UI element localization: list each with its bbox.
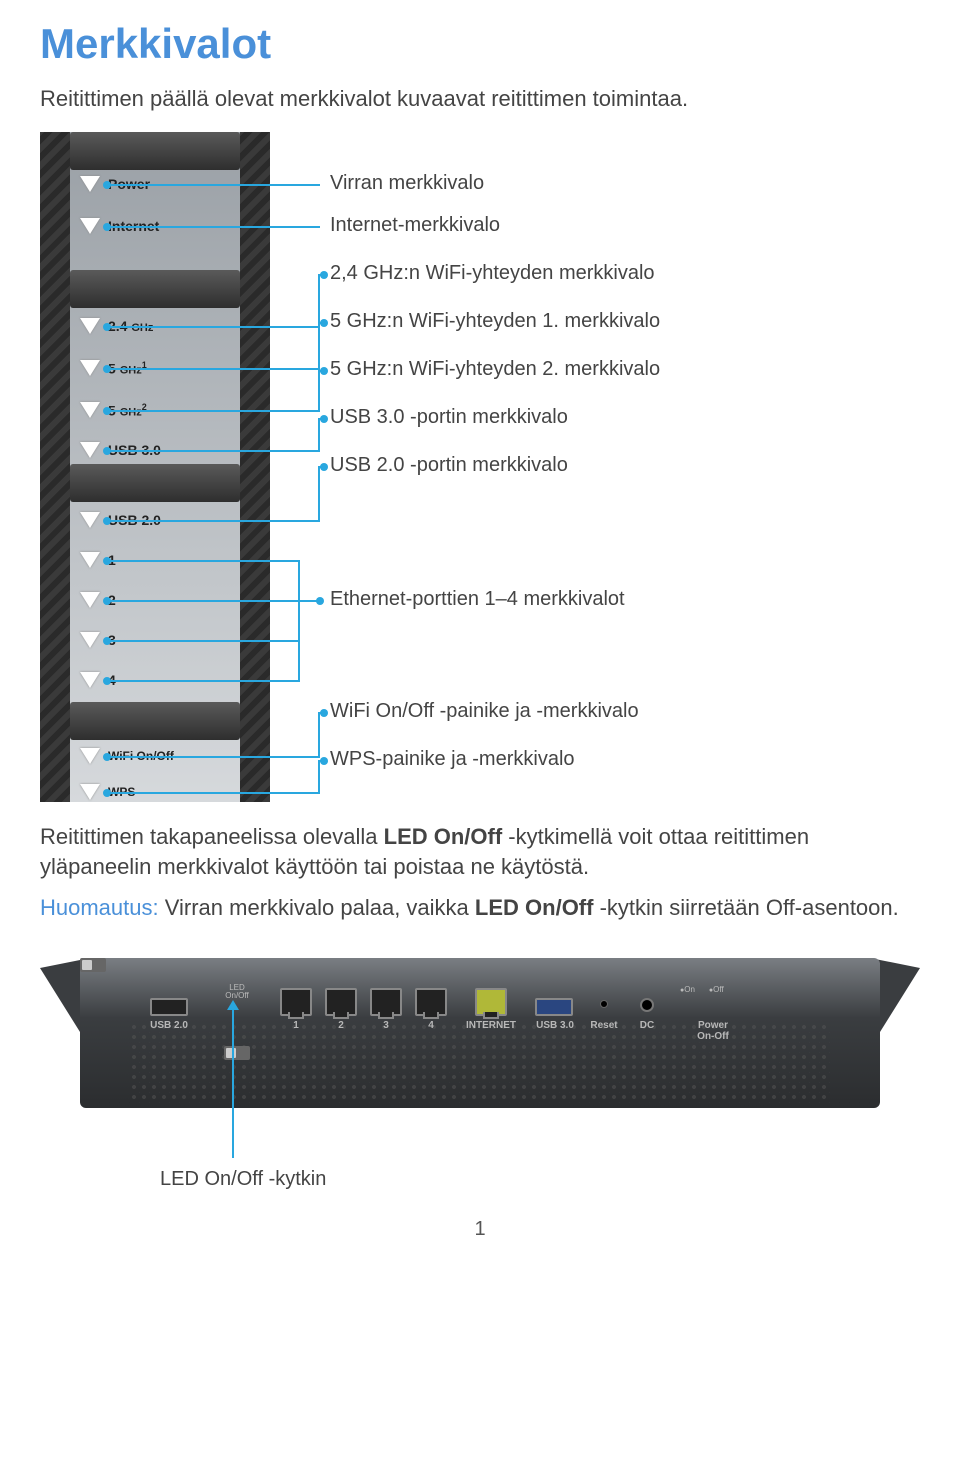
usb30-port-label: USB 3.0	[532, 1020, 578, 1031]
eth-port-4-label: 4	[415, 1020, 447, 1031]
eth-port-1-label: 1	[280, 1020, 312, 1031]
5ghz2-led-desc: 5 GHz:n WiFi-yhteyden 2. merkkivalo	[330, 358, 660, 381]
eth1-led-icon	[80, 552, 100, 568]
24ghz-led-desc: 2,4 GHz:n WiFi-yhteyden merkkivalo	[330, 262, 655, 285]
page-title: Merkkivalot	[40, 20, 920, 68]
power-led-icon	[80, 176, 100, 192]
wifi-onoff-led-icon	[80, 748, 100, 764]
note-paragraph: Huomautus: Virran merkkivalo palaa, vaik…	[40, 893, 920, 923]
led-onoff-switch-label: LEDOn/Off	[220, 984, 254, 1000]
power-switch-label: PowerOn-Off	[688, 1020, 738, 1042]
led-onoff-arrow-caption: LED On/Off -kytkin	[160, 1168, 326, 1191]
wps-desc: WPS-painike ja -merkkivalo	[330, 748, 575, 771]
wifi-onoff-desc: WiFi On/Off -painike ja -merkkivalo	[330, 700, 639, 723]
usb30-port-icon	[535, 998, 573, 1016]
page-number: 1	[40, 1218, 920, 1241]
led-onoff-arrow-icon	[232, 1008, 234, 1158]
power-led-desc: Virran merkkivalo	[330, 172, 484, 195]
eth-port-4-icon	[415, 988, 447, 1016]
ethernet-leds-desc: Ethernet-porttien 1–4 merkkivalot	[330, 588, 625, 611]
eth-port-3-label: 3	[370, 1020, 402, 1031]
usb20-led-desc: USB 2.0 -portin merkkivalo	[330, 454, 568, 477]
eth-port-2-label: 2	[325, 1020, 357, 1031]
body-paragraph-1: Reitittimen takapaneelissa olevalla LED …	[40, 822, 920, 881]
internet-led-icon	[80, 218, 100, 234]
usb30-led-desc: USB 3.0 -portin merkkivalo	[330, 406, 568, 429]
5ghz1-led-desc: 5 GHz:n WiFi-yhteyden 1. merkkivalo	[330, 310, 660, 333]
intro-text: Reitittimen päällä olevat merkkivalot ku…	[40, 86, 920, 112]
eth3-led-icon	[80, 632, 100, 648]
internet-port-icon	[475, 988, 507, 1016]
off-label: ●Off	[709, 986, 724, 994]
led-onoff-switch-icon	[224, 1046, 250, 1060]
internet-led-desc: Internet-merkkivalo	[330, 214, 500, 237]
power-switch-icon	[80, 958, 106, 972]
usb20-port-icon	[150, 998, 188, 1016]
usb30-led-icon	[80, 442, 100, 458]
wps-led-icon	[80, 784, 100, 800]
reset-hole-icon	[600, 1000, 608, 1008]
dc-jack-icon	[640, 998, 654, 1012]
24ghz-led-icon	[80, 318, 100, 334]
eth4-led-icon	[80, 672, 100, 688]
eth-port-2-icon	[325, 988, 357, 1016]
dc-label: DC	[632, 1020, 662, 1031]
eth-port-3-icon	[370, 988, 402, 1016]
router-top-illustration: Power Internet 2.4 GHz 5 GHz1 5 GHz2 USB…	[40, 132, 270, 802]
on-label: ●On	[680, 986, 695, 994]
internet-port-label: INTERNET	[462, 1020, 520, 1031]
router-back-illustration: USB 2.0 LEDOn/Off 1 2 3 4 INTERNET USB 3…	[40, 938, 920, 1108]
5ghz2-led-icon	[80, 402, 100, 418]
top-led-diagram: Power Internet 2.4 GHz 5 GHz1 5 GHz2 USB…	[40, 132, 920, 812]
5ghz1-led-icon	[80, 360, 100, 376]
reset-label: Reset	[588, 1020, 620, 1031]
usb20-port-label: USB 2.0	[146, 1020, 192, 1031]
note-label: Huomautus:	[40, 895, 159, 920]
eth-port-1-icon	[280, 988, 312, 1016]
usb20-led-icon	[80, 512, 100, 528]
eth2-led-icon	[80, 592, 100, 608]
